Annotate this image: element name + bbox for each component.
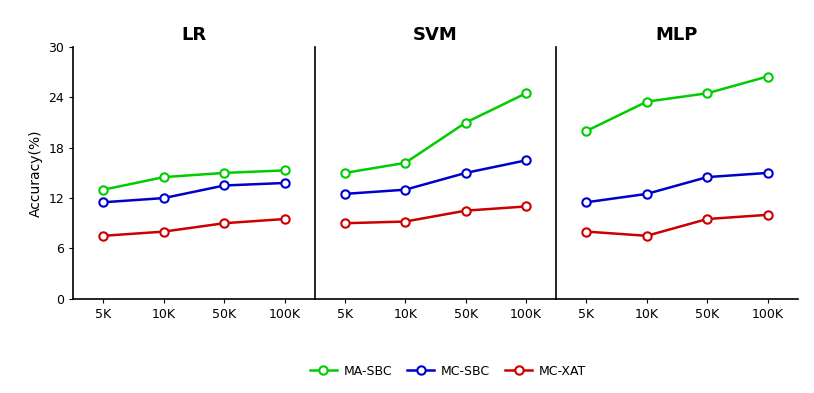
Y-axis label: Accuracy(%): Accuracy(%) [28,129,43,217]
MA-SBC [642,99,652,104]
MC-XAT [461,208,470,213]
MC-SBC [521,158,531,163]
MC-SBC [702,175,712,180]
MA-SBC [521,91,531,95]
MA-SBC [400,160,410,165]
Line: MA-SBC: MA-SBC [341,89,530,177]
MA-SBC [159,175,168,180]
MC-SBC [219,183,229,188]
MC-XAT [400,219,410,224]
MC-XAT [702,217,712,221]
Line: MA-SBC: MA-SBC [582,72,772,135]
MC-SBC [461,171,470,175]
MA-SBC [461,120,470,125]
MC-XAT [280,217,290,221]
MA-SBC [340,171,350,175]
MC-SBC [340,191,350,196]
Line: MC-XAT: MC-XAT [341,202,530,228]
MA-SBC [98,187,108,192]
Title: LR: LR [182,26,207,44]
Line: MC-SBC: MC-SBC [341,156,530,198]
Line: MC-XAT: MC-XAT [99,215,289,240]
MC-SBC [400,187,410,192]
MA-SBC [763,74,772,79]
MC-XAT [159,229,168,234]
Line: MC-SBC: MC-SBC [99,179,289,206]
MC-XAT [219,221,229,226]
MC-SBC [280,181,290,185]
Line: MA-SBC: MA-SBC [99,166,289,194]
MC-XAT [340,221,350,226]
MC-SBC [642,191,652,196]
MA-SBC [280,168,290,173]
Legend: MA-SBC, MC-SBC, MC-XAT: MA-SBC, MC-SBC, MC-XAT [304,360,591,383]
Title: SVM: SVM [414,26,457,44]
Line: MC-SBC: MC-SBC [582,169,772,206]
MC-SBC [763,171,772,175]
MC-XAT [521,204,531,209]
MC-SBC [159,196,168,200]
MC-SBC [581,200,591,205]
MC-XAT [763,213,772,217]
Line: MC-XAT: MC-XAT [582,211,772,240]
MC-XAT [581,229,591,234]
MA-SBC [219,171,229,175]
MC-SBC [98,200,108,205]
MC-XAT [98,233,108,238]
MA-SBC [702,91,712,95]
MA-SBC [581,129,591,133]
Title: MLP: MLP [656,26,698,44]
MC-XAT [642,233,652,238]
